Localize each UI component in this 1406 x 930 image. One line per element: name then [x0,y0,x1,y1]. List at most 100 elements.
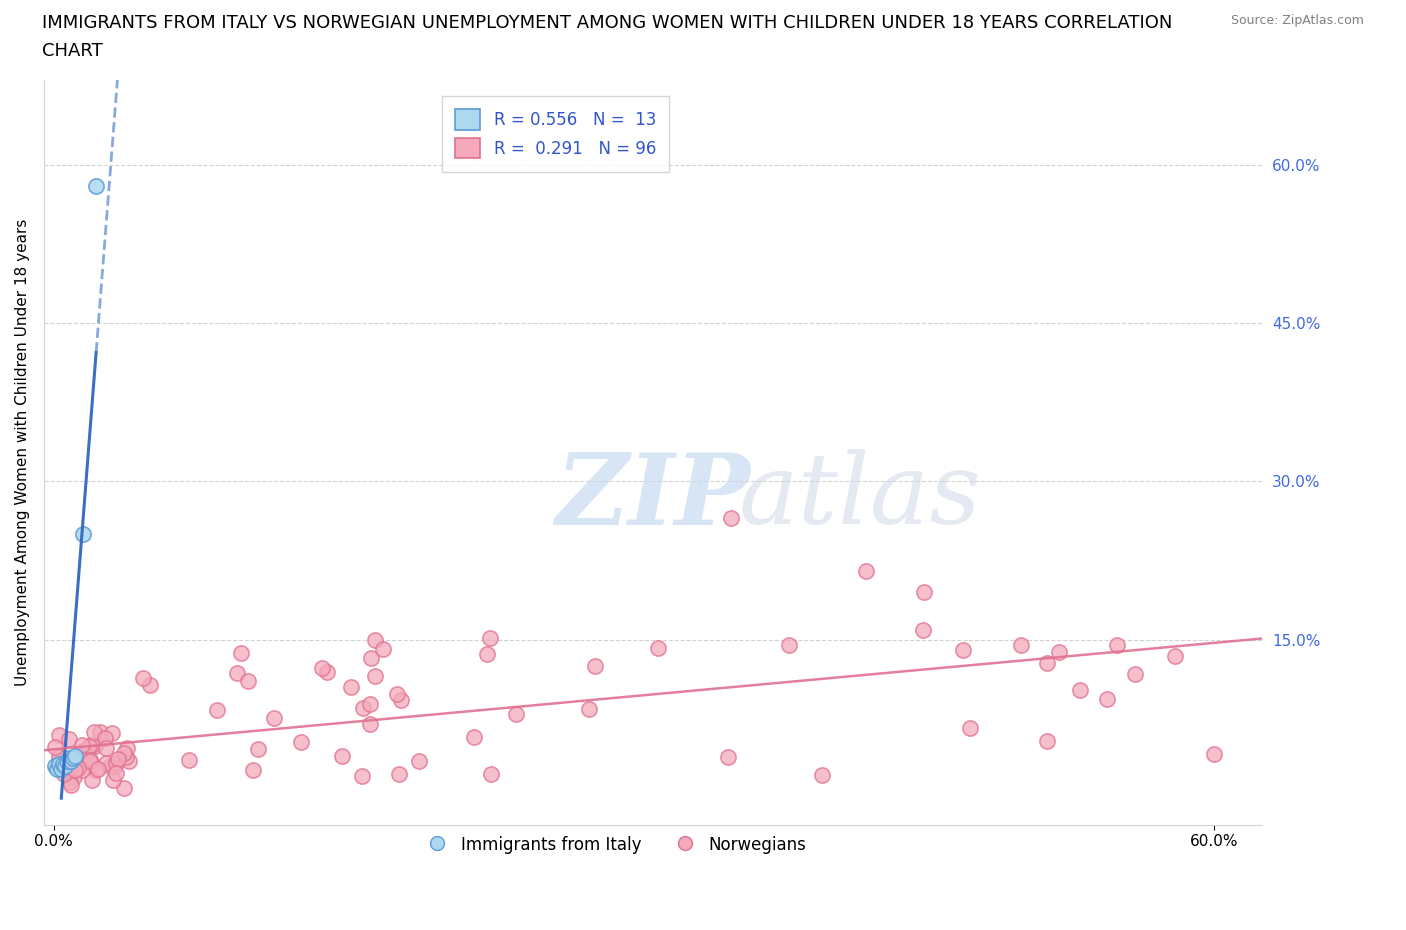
Point [65,756,87,771]
Text: atlas: atlas [738,449,981,545]
Point [583,658,606,673]
Point [231,646,253,661]
Point [58,731,80,746]
Point [100,725,122,740]
Point [311,661,333,676]
Point [84,738,107,753]
Point [139,677,162,692]
Text: CHART: CHART [42,42,103,60]
Point [578,702,600,717]
Point [114,750,136,764]
Point [63,763,86,777]
Point [107,752,129,767]
Point [912,585,935,600]
Point [112,780,135,795]
Point [98,759,121,774]
Legend: Immigrants from Italy, Norwegians: Immigrants from Italy, Norwegians [420,830,813,861]
Point [82,756,104,771]
Point [52,757,75,772]
Point [84,179,107,193]
Point [364,669,387,684]
Point [290,735,312,750]
Point [1204,747,1226,762]
Point [463,729,485,744]
Point [1095,692,1118,707]
Point [1069,683,1091,698]
Point [79,753,101,768]
Point [479,766,502,781]
Point [87,762,110,777]
Point [52,766,75,781]
Point [83,724,105,739]
Point [63,749,86,764]
Point [46,761,69,776]
Point [350,769,373,784]
Point [79,752,101,767]
Point [1123,667,1146,682]
Point [51,761,73,776]
Point [1036,734,1059,749]
Point [77,739,100,754]
Point [330,748,353,763]
Text: IMMIGRANTS FROM ITALY VS NORWEGIAN UNEMPLOYMENT AMONG WOMEN WITH CHILDREN UNDER : IMMIGRANTS FROM ITALY VS NORWEGIAN UNEMP… [42,14,1173,32]
Point [385,686,408,701]
Point [952,643,974,658]
Point [1010,638,1032,653]
Point [48,754,70,769]
Point [96,740,118,755]
Point [70,737,93,752]
Point [44,759,66,774]
Point [647,641,669,656]
Point [104,755,127,770]
Point [82,737,104,752]
Point [94,731,117,746]
Point [225,666,247,681]
Point [59,775,82,790]
Point [959,721,981,736]
Point [66,760,89,775]
Point [56,754,79,769]
Point [360,650,382,665]
Point [58,751,80,765]
Point [62,751,84,765]
Point [359,716,381,731]
Y-axis label: Unemployment Among Women with Children Under 18 years: Unemployment Among Women with Children U… [15,219,30,686]
Point [48,727,70,742]
Point [717,750,740,764]
Point [72,526,94,541]
Point [48,750,70,764]
Point [177,752,200,767]
Point [115,740,138,755]
Point [479,631,502,645]
Point [238,673,260,688]
Point [811,768,834,783]
Point [103,760,125,775]
Point [475,646,498,661]
Point [911,623,934,638]
Point [242,763,264,777]
Point [359,697,381,711]
Point [316,665,339,680]
Point [1107,638,1129,653]
Point [118,753,141,768]
Point [101,772,124,787]
Point [89,724,111,739]
Point [48,757,70,772]
Point [1047,645,1070,660]
Point [855,564,877,578]
Point [72,743,94,758]
Point [340,680,363,695]
Point [263,711,285,725]
Point [112,746,135,761]
Point [80,773,103,788]
Point [132,671,155,685]
Point [205,702,228,717]
Point [94,756,117,771]
Text: Source: ZipAtlas.com: Source: ZipAtlas.com [1230,14,1364,27]
Point [371,642,394,657]
Point [720,511,742,525]
Point [352,701,374,716]
Point [246,741,269,756]
Point [105,765,128,780]
Point [778,638,800,653]
